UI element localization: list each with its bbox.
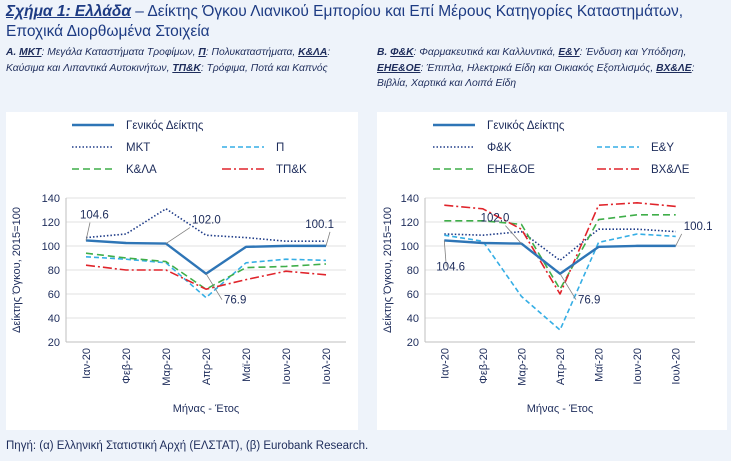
legend-label-1: Φ&Κ <box>487 142 512 154</box>
abbr-definition-b-0: : Φαρμακευτικά και Καλλυντικά, <box>413 47 559 58</box>
legend-label-1: ΜΚΤ <box>126 142 150 154</box>
abbr-code-b-2: ΕΗΕ&ΟΕ <box>377 62 421 74</box>
chart-svg: Γενικός Δείκτης ΜΚΤ Π Κ&ΛΑ ΤΠ&Κ 20 40 60 80 100 12… <box>11 120 346 415</box>
annotation-label-0: 104.6 <box>436 261 465 273</box>
legend-label-3: Κ&ΛΑ <box>126 164 157 176</box>
y-tick-label-0: 20 <box>48 337 60 349</box>
y-tick-label-5: 120 <box>401 217 419 229</box>
description-prefix: Α. <box>6 47 20 58</box>
annotation-label-2: 100.1 <box>684 221 713 233</box>
x-tick-label-0: Ιαν-20 <box>81 348 93 379</box>
figure-title-text: – Δείκτης Όγκου Λιανικού Εμπορίου και Επ… <box>6 3 684 40</box>
legend-label-0: Γενικός Δείκτης <box>487 120 565 132</box>
y-tick-label-1: 40 <box>407 313 419 325</box>
description-prefix: Β. <box>377 47 391 58</box>
y-tick-label-4: 100 <box>42 241 60 253</box>
abbr-definition-b-1: : Ένδυση και Υπό­δηση, <box>579 47 687 58</box>
abbr-code-a-3: ΤΠ&Κ <box>172 62 201 74</box>
x-tick-label-1: Φεβ-20 <box>478 348 490 384</box>
y-tick-label-3: 80 <box>407 265 419 277</box>
annotation-leader-3 <box>559 273 577 300</box>
x-tick-label-3: Απρ-20 <box>201 348 213 385</box>
chart-panel-a: Γενικός Δείκτης ΜΚΤ Π Κ&ΛΑ ΤΠ&Κ 20 40 60 80 100 12… <box>6 112 358 430</box>
annotation-leader-0 <box>443 240 447 267</box>
annotation-label-3: 76.9 <box>578 295 600 307</box>
series-line-2 <box>85 256 327 299</box>
y-tick-label-1: 40 <box>48 313 60 325</box>
x-tick-label-6: Ιουλ-20 <box>321 348 333 385</box>
series-line-4 <box>85 264 327 290</box>
annotation-label-0: 104.6 <box>80 209 109 221</box>
series-line-0 <box>444 239 676 275</box>
abbr-definition-b-3: : Βιβλία, Χαρτικά και Λοιπά Είδη <box>377 62 695 90</box>
abbr-code-a-1: Π <box>198 47 206 58</box>
x-tick-label-0: Ιαν-20 <box>439 348 451 379</box>
abbr-definition-b-2: : Έπιπλα, Ηλεκτρικά Είδη και Οικιακός Εξ… <box>420 62 657 74</box>
x-tick-label-5: Ιουν-20 <box>281 348 293 385</box>
abbr-definition-a-1: : Πολυκαταστή­ματα, <box>205 47 299 58</box>
abbr-code-b-0: Φ&Κ <box>390 47 414 58</box>
figure-label: Σχήμα 1: Ελλάδα <box>6 3 131 20</box>
abbr-code-a-2: Κ&ΛΑ <box>298 47 328 58</box>
x-tick-label-2: Μαρ-20 <box>161 348 173 386</box>
source-note: Πηγή: (α) Ελληνική Στατιστική Αρχή (ΕΛΣΤ… <box>6 440 369 452</box>
x-tick-label-6: Ιουλ-20 <box>671 348 683 385</box>
legend-label-3: ΕΗΕ&ΟΕ <box>487 164 535 176</box>
annotation-label-1: 102.0 <box>481 213 510 225</box>
legend-label-2: Ε&Υ <box>651 142 674 154</box>
series-line-3 <box>85 252 327 290</box>
y-tick-label-6: 140 <box>42 193 60 205</box>
y-tick-label-2: 60 <box>407 289 419 301</box>
legend-label-0: Γενικός Δείκτης <box>126 120 204 132</box>
abbr-definition-a-2: : Καύσιμα και Λιπαντικά Αυτοκινήτων, <box>6 47 331 74</box>
x-tick-label-1: Φεβ-20 <box>121 348 133 384</box>
series-line-2 <box>444 233 676 331</box>
y-axis-title: Δείκτης Όγκου, 2015=100 <box>11 207 23 333</box>
annotation-leader-2 <box>325 231 331 246</box>
y-tick-label-2: 60 <box>48 289 60 301</box>
series-line-1 <box>444 228 676 262</box>
x-tick-label-2: Μαρ-20 <box>516 348 528 386</box>
y-tick-label-6: 140 <box>401 193 419 205</box>
abbr-code-b-3: ΒΧ&ΛΕ <box>656 62 692 74</box>
chart-panel-b: Γενικός Δείκτης Φ&Κ Ε&Υ ΕΗΕ&ΟΕ ΒΧ&ΛΕ 20 40 60 80… <box>377 112 727 430</box>
chart-legend: Γενικός Δείκτης ΜΚΤ Π Κ&ΛΑ ΤΠ&Κ <box>72 120 307 176</box>
x-tick-label-4: Μαϊ-20 <box>241 348 253 382</box>
annotation-label-1: 102.0 <box>192 215 221 227</box>
chart-legend: Γενικός Δείκτης Φ&Κ Ε&Υ ΕΗΕ&ΟΕ ΒΧ&ΛΕ <box>433 120 690 176</box>
series-line-3 <box>444 214 676 290</box>
y-tick-label-5: 120 <box>42 217 60 229</box>
abbr-code-a-0: ΜΚΤ <box>19 47 42 58</box>
x-tick-label-5: Ιουν-20 <box>632 348 644 385</box>
panel-b-description: Β. Φ&Κ: Φαρμακευτικά και Καλλυντικά, Ε&Υ… <box>377 45 727 92</box>
annotation-leader-2 <box>675 233 683 247</box>
annotation-leader-1 <box>165 227 191 244</box>
annotation-label-3: 76.9 <box>224 295 246 307</box>
x-tick-label-3: Απρ-20 <box>555 348 567 385</box>
y-tick-label-0: 20 <box>407 337 419 349</box>
y-tick-label-3: 80 <box>48 265 60 277</box>
legend-label-4: ΒΧ&ΛΕ <box>651 164 690 176</box>
figure-title: Σχήμα 1: Ελλάδα – Δείκτης Όγκου Λιανικού… <box>6 2 728 42</box>
y-tick-label-4: 100 <box>401 241 419 253</box>
annotation-leader-0 <box>85 222 91 241</box>
x-axis-title: Μήνας - Έτος <box>527 403 593 415</box>
y-axis-title: Δείκτης Όγκου, 2015=100 <box>382 207 394 333</box>
annotation-label-2: 100.1 <box>305 219 334 231</box>
series-line-4 <box>444 202 676 295</box>
panel-a-description: Α. ΜΚΤ: Μεγάλα Καταστήματα Τροφίμων, Π: … <box>6 45 358 76</box>
annotation-leader-3 <box>205 273 223 300</box>
legend-label-4: ΤΠ&Κ <box>276 164 307 176</box>
x-tick-label-4: Μαϊ-20 <box>594 348 606 382</box>
annotation-leader-1 <box>505 225 522 244</box>
abbr-definition-a-3: : Τρόφιμα, Ποτά και Καπνός <box>200 62 328 74</box>
x-axis-title: Μήνας - Έτος <box>173 403 239 415</box>
abbr-definition-a-0: : Μεγάλα Καταστήματα Τροφίμων, <box>41 47 199 58</box>
legend-label-2: Π <box>276 142 284 154</box>
chart-svg: Γενικός Δείκτης Φ&Κ Ε&Υ ΕΗΕ&ΟΕ ΒΧ&ΛΕ 20 40 60 80… <box>382 120 713 415</box>
abbr-code-b-1: Ε&Υ <box>558 47 580 58</box>
